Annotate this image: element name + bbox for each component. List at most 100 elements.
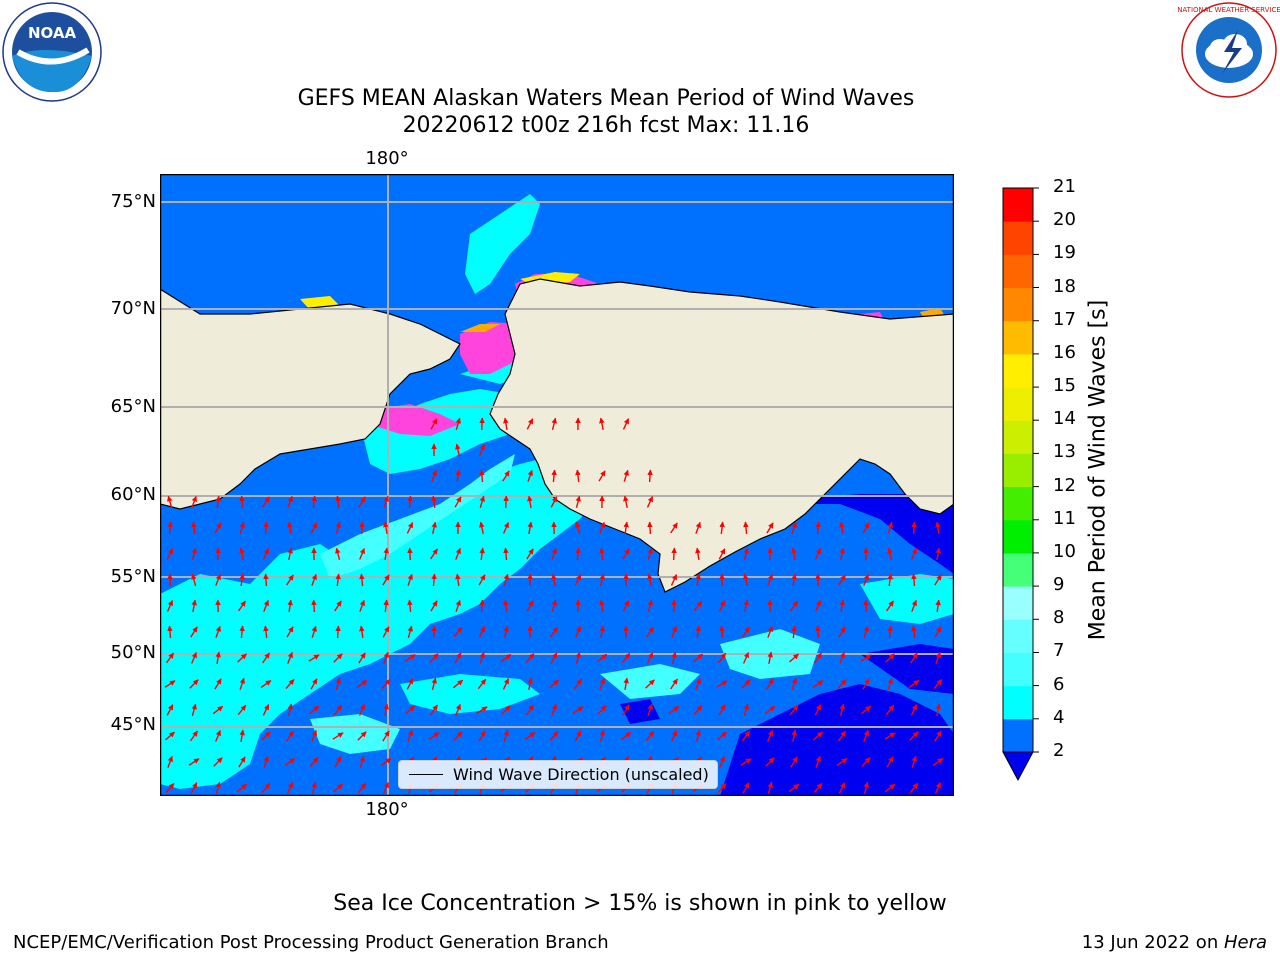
wind-wave-arrow	[718, 600, 726, 612]
wind-wave-arrow	[766, 522, 774, 534]
wind-wave-arrow	[551, 469, 557, 483]
wind-wave-arrow	[479, 469, 485, 483]
wind-wave-arrow	[263, 625, 269, 639]
wind-wave-arrow	[670, 574, 678, 586]
wind-wave-arrow	[668, 706, 680, 714]
wind-wave-arrow	[719, 521, 725, 535]
wind-wave-arrow	[599, 729, 605, 742]
wind-wave-arrow	[189, 679, 199, 689]
wind-wave-arrow	[838, 574, 846, 586]
colorbar-swatch	[1003, 420, 1033, 454]
lat-label-50: 50°N	[110, 642, 156, 663]
wind-wave-arrow	[478, 574, 486, 586]
wind-wave-arrow	[741, 730, 751, 742]
run-date-host: Hera	[1223, 932, 1267, 953]
wind-wave-arrow	[911, 573, 917, 587]
wind-wave-arrow	[454, 496, 462, 508]
wind-wave-arrow	[406, 678, 414, 690]
wind-wave-arrow	[839, 703, 845, 716]
wind-wave-arrow	[332, 783, 344, 793]
wind-wave-arrow	[191, 573, 197, 586]
wind-wave-arrow	[454, 652, 462, 664]
wind-wave-arrow	[358, 703, 366, 716]
wind-wave-arrow	[623, 521, 629, 535]
wind-wave-arrow	[527, 469, 533, 482]
wind-wave-arrow	[623, 677, 629, 691]
wind-wave-arrow	[431, 469, 437, 482]
wind-wave-arrow	[743, 599, 749, 613]
wind-wave-arrow	[863, 729, 869, 742]
wind-wave-arrow	[767, 573, 773, 586]
wind-wave-arrow	[815, 755, 821, 768]
wind-wave-arrow	[287, 495, 293, 508]
wind-wave-arrow	[573, 678, 583, 690]
wind-wave-arrow	[478, 626, 486, 638]
wind-wave-arrow	[215, 729, 221, 742]
credit-text: NCEP/EMC/Verification Post Processing Pr…	[13, 932, 609, 953]
wave-period-patch	[240, 604, 410, 674]
wind-wave-arrow	[190, 626, 198, 638]
wind-wave-arrow	[263, 755, 269, 768]
wind-wave-arrow	[549, 679, 559, 689]
wind-wave-arrow	[884, 732, 896, 740]
wind-wave-arrow	[575, 495, 581, 508]
wind-wave-arrow	[910, 547, 918, 560]
wind-wave-arrow	[335, 573, 341, 587]
wind-wave-arrow	[430, 704, 438, 716]
wind-wave-arrow	[525, 653, 535, 663]
wind-wave-arrow	[287, 651, 293, 664]
wind-wave-arrow	[335, 495, 341, 509]
wind-wave-arrow	[359, 625, 365, 639]
wind-wave-arrow	[502, 470, 510, 482]
wind-wave-arrow	[455, 547, 461, 560]
wind-wave-arrow	[479, 417, 485, 431]
wind-wave-arrow	[215, 625, 221, 638]
wind-wave-arrow	[863, 781, 869, 794]
wind-wave-arrow	[431, 573, 437, 587]
wind-wave-arrow	[311, 729, 317, 742]
wind-wave-arrow	[646, 652, 654, 664]
wind-wave-arrow	[359, 755, 365, 768]
wind-wave-arrow	[599, 573, 605, 586]
wind-wave-arrow	[620, 731, 632, 741]
wind-wave-arrow	[287, 599, 293, 613]
colorbar-tick-label: 18	[1053, 275, 1076, 297]
colorbar-tick-label: 20	[1053, 209, 1076, 231]
wind-wave-arrow	[166, 704, 174, 716]
wind-wave-arrow	[887, 547, 893, 560]
wind-wave-arrow	[262, 704, 270, 716]
wind-wave-arrow	[695, 729, 701, 742]
wind-wave-arrow	[455, 469, 461, 482]
wind-wave-arrow	[455, 443, 461, 456]
wind-wave-arrow	[645, 730, 655, 742]
colorbar-tick-label: 17	[1053, 308, 1076, 330]
colorbar-swatch	[1003, 221, 1033, 255]
wind-wave-arrow	[572, 706, 584, 714]
wind-wave-arrow	[911, 625, 917, 638]
wind-wave-arrow	[215, 495, 221, 509]
noaa-logo: NOAA	[0, 0, 104, 104]
colorbar-tick-label: 6	[1053, 673, 1065, 695]
wind-wave-arrow	[790, 756, 798, 768]
colorbar	[1002, 187, 1039, 782]
wind-wave-arrow	[839, 547, 845, 560]
wind-wave-arrow	[239, 521, 245, 534]
wind-wave-arrow	[526, 600, 534, 612]
wind-wave-arrow	[381, 678, 391, 690]
wind-wave-arrow	[764, 705, 776, 715]
wind-wave-arrow	[524, 731, 536, 741]
wind-wave-arrow	[838, 730, 846, 742]
wind-wave-arrow	[239, 625, 245, 639]
wind-wave-arrow	[165, 652, 175, 664]
wind-wave-arrow	[214, 522, 222, 534]
wind-wave-arrow	[189, 730, 199, 742]
wind-wave-arrow	[382, 574, 390, 586]
wind-wave-arrow	[382, 781, 390, 794]
plot-title: GEFS MEAN Alaskan Waters Mean Period of …	[297, 86, 915, 111]
wind-wave-arrow	[574, 730, 582, 742]
wind-wave-arrow	[886, 600, 894, 612]
wind-wave-arrow	[167, 521, 173, 535]
wind-wave-arrow	[887, 677, 893, 690]
wind-wave-arrow	[191, 599, 197, 613]
colorbar-tick-label: 14	[1053, 408, 1076, 430]
